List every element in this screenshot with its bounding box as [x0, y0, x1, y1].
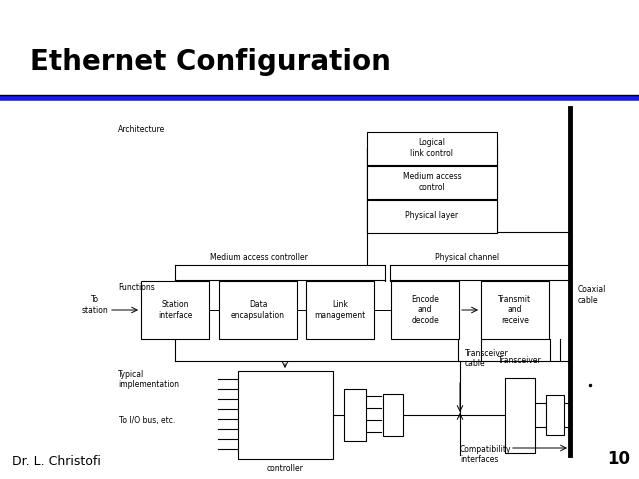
Text: To
station: To station: [81, 295, 108, 315]
Text: Ethernet Configuration: Ethernet Configuration: [30, 48, 391, 76]
Text: Transceiver: Transceiver: [498, 356, 542, 365]
Bar: [391, 281, 459, 339]
Bar: [546, 395, 564, 435]
Text: Medium access
control: Medium access control: [403, 172, 461, 192]
Bar: [141, 281, 209, 339]
Text: 10: 10: [607, 450, 630, 468]
Bar: [344, 389, 366, 441]
Text: Transceiver
cable: Transceiver cable: [465, 349, 509, 368]
Text: Coaxial
cable: Coaxial cable: [578, 285, 606, 305]
Text: Physical layer: Physical layer: [405, 212, 459, 220]
Text: Logical
link control: Logical link control: [410, 138, 454, 158]
Text: Encode
and
decode: Encode and decode: [411, 295, 439, 325]
Text: Link
management: Link management: [314, 300, 366, 319]
Text: controller: controller: [266, 464, 304, 473]
Bar: [505, 377, 535, 453]
Text: Medium access controller: Medium access controller: [210, 253, 308, 262]
Text: Architecture: Architecture: [118, 125, 166, 134]
Bar: [238, 371, 332, 459]
Bar: [367, 132, 497, 164]
Text: Transmit
and
receive: Transmit and receive: [498, 295, 532, 325]
Bar: [383, 394, 403, 436]
Text: Typical
implementation: Typical implementation: [118, 370, 179, 389]
Bar: [367, 166, 497, 198]
Bar: [306, 281, 374, 339]
Text: Compatibility
interfaces: Compatibility interfaces: [460, 445, 511, 465]
Text: Station
interface: Station interface: [158, 300, 192, 319]
Text: Physical channel: Physical channel: [435, 253, 499, 262]
Bar: [219, 281, 297, 339]
Text: Data
encapsulation: Data encapsulation: [231, 300, 285, 319]
Text: Functions: Functions: [118, 283, 155, 292]
Text: To I/O bus, etc.: To I/O bus, etc.: [119, 415, 175, 424]
Bar: [481, 281, 549, 339]
Text: Dr. L. Christofi: Dr. L. Christofi: [12, 455, 101, 468]
Bar: [367, 199, 497, 232]
